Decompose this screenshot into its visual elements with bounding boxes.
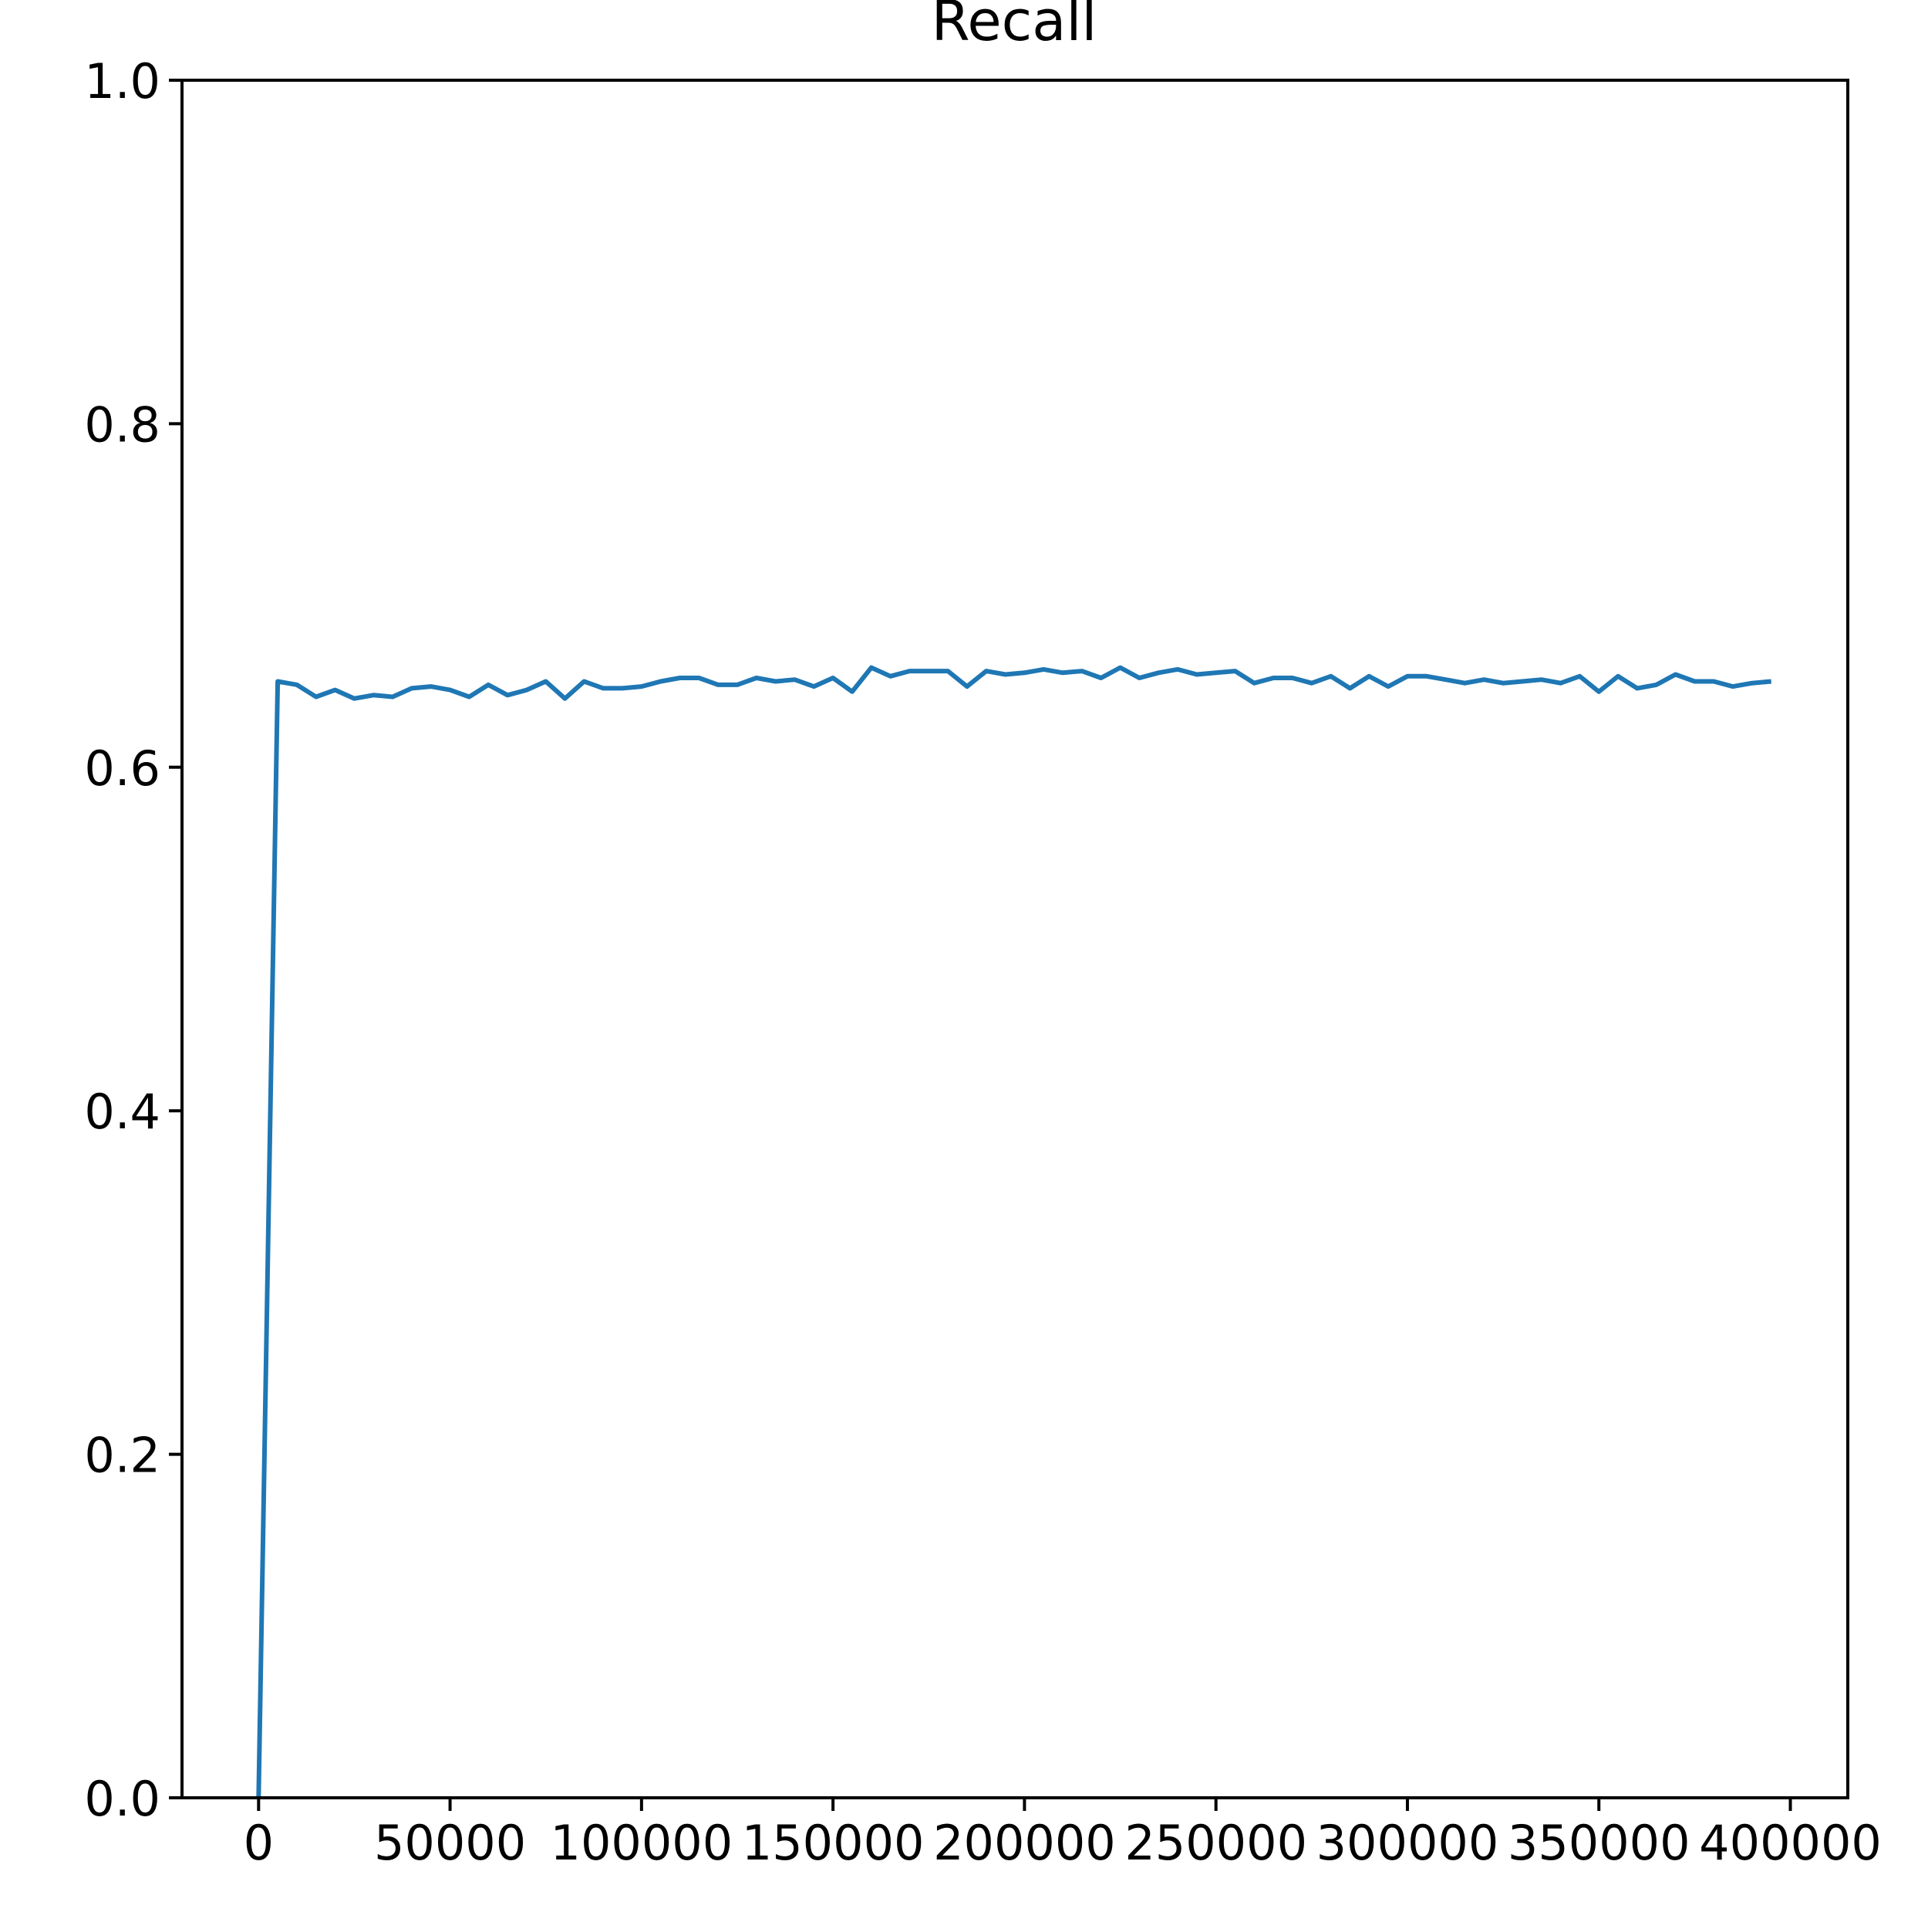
axes-frame [180, 79, 1849, 1799]
y-axis: 0.0 0.2 0.4 0.6 0.8 1.0 [84, 53, 182, 1827]
x-tick-label: 250000 [1124, 1815, 1307, 1871]
x-tick-label: 300000 [1316, 1815, 1499, 1871]
series-line-0 [256, 665, 1771, 1799]
y-tick-label: 1.0 [84, 53, 160, 110]
y-tick-label: 0.2 [84, 1428, 160, 1484]
x-tick-label: 350000 [1508, 1815, 1690, 1871]
chart-title: Recall [932, 0, 1097, 53]
y-tick-label: 0.0 [84, 1771, 160, 1827]
x-tick-label: 200000 [933, 1815, 1116, 1871]
x-tick-label: 50000 [374, 1815, 526, 1871]
x-tick-label: 150000 [742, 1815, 925, 1871]
y-tick-label: 0.8 [84, 396, 160, 453]
y-tick-label: 0.6 [84, 740, 160, 797]
plot-layer [256, 665, 1771, 1799]
x-tick-label: 400000 [1699, 1815, 1882, 1871]
x-tick-label: 100000 [551, 1815, 733, 1871]
x-tick-label: 0 [244, 1815, 274, 1871]
y-tick-label: 0.4 [84, 1084, 160, 1140]
x-axis: 0 50000 100000 150000 200000 250000 300000 3500… [244, 1798, 1882, 1871]
